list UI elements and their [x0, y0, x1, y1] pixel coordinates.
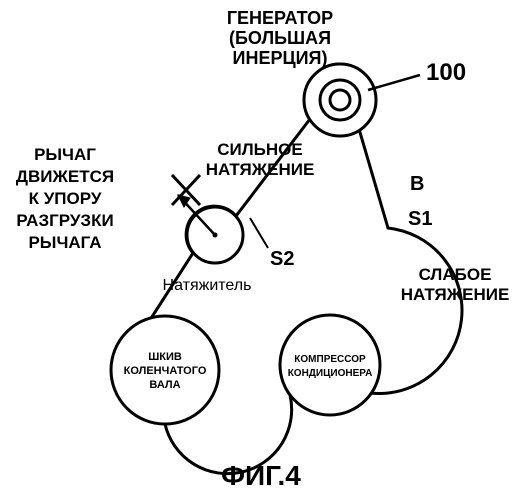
crank-text-2: КОЛЕНЧАТОГО: [124, 365, 207, 377]
left-note-4: РАЗГРУЗКИ: [16, 211, 113, 230]
strong-tension-1: СИЛЬНОЕ: [217, 140, 302, 159]
generator-inner: [330, 90, 350, 110]
header-line1: ГЕНЕРАТОР: [227, 8, 333, 28]
left-note-5: РЫЧАГА: [28, 233, 101, 252]
strong-tension-2: НАТЯЖЕНИЕ: [206, 160, 315, 179]
left-note-2: ДВИЖЕТСЯ: [16, 167, 114, 186]
ac-text-2: КОНДИЦИОНЕРА: [288, 368, 373, 379]
lead-100: [368, 75, 420, 90]
weak-tension-1: СЛАБОЕ: [419, 265, 492, 284]
callout-100: 100: [426, 59, 466, 86]
figure-caption: ФИГ.4: [221, 460, 301, 491]
crank-text-1: ШКИВ: [148, 351, 182, 363]
tensioner-label: Натяжитель: [163, 277, 252, 294]
label-s1: S1: [408, 208, 432, 230]
belt-diagram: ГЕНЕРАТОР (БОЛЬШАЯ ИНЕРЦИЯ) 100 B S1 S2 …: [0, 0, 523, 500]
crank-text-3: ВАЛА: [149, 379, 180, 391]
ac-pulley: [280, 315, 380, 415]
lead-s2: [250, 218, 268, 248]
label-s2: S2: [270, 248, 294, 270]
belt-label-b: B: [410, 173, 424, 195]
weak-tension-2: НАТЯЖЕНИЕ: [401, 285, 510, 304]
left-note-3: К УПОРУ: [29, 189, 102, 208]
ac-text-1: КОМПРЕССОР: [294, 354, 366, 365]
header-line2: (БОЛЬШАЯ: [229, 28, 331, 48]
left-note-1: РЫЧАГ: [34, 145, 96, 164]
header-line3: ИНЕРЦИЯ): [233, 48, 328, 68]
